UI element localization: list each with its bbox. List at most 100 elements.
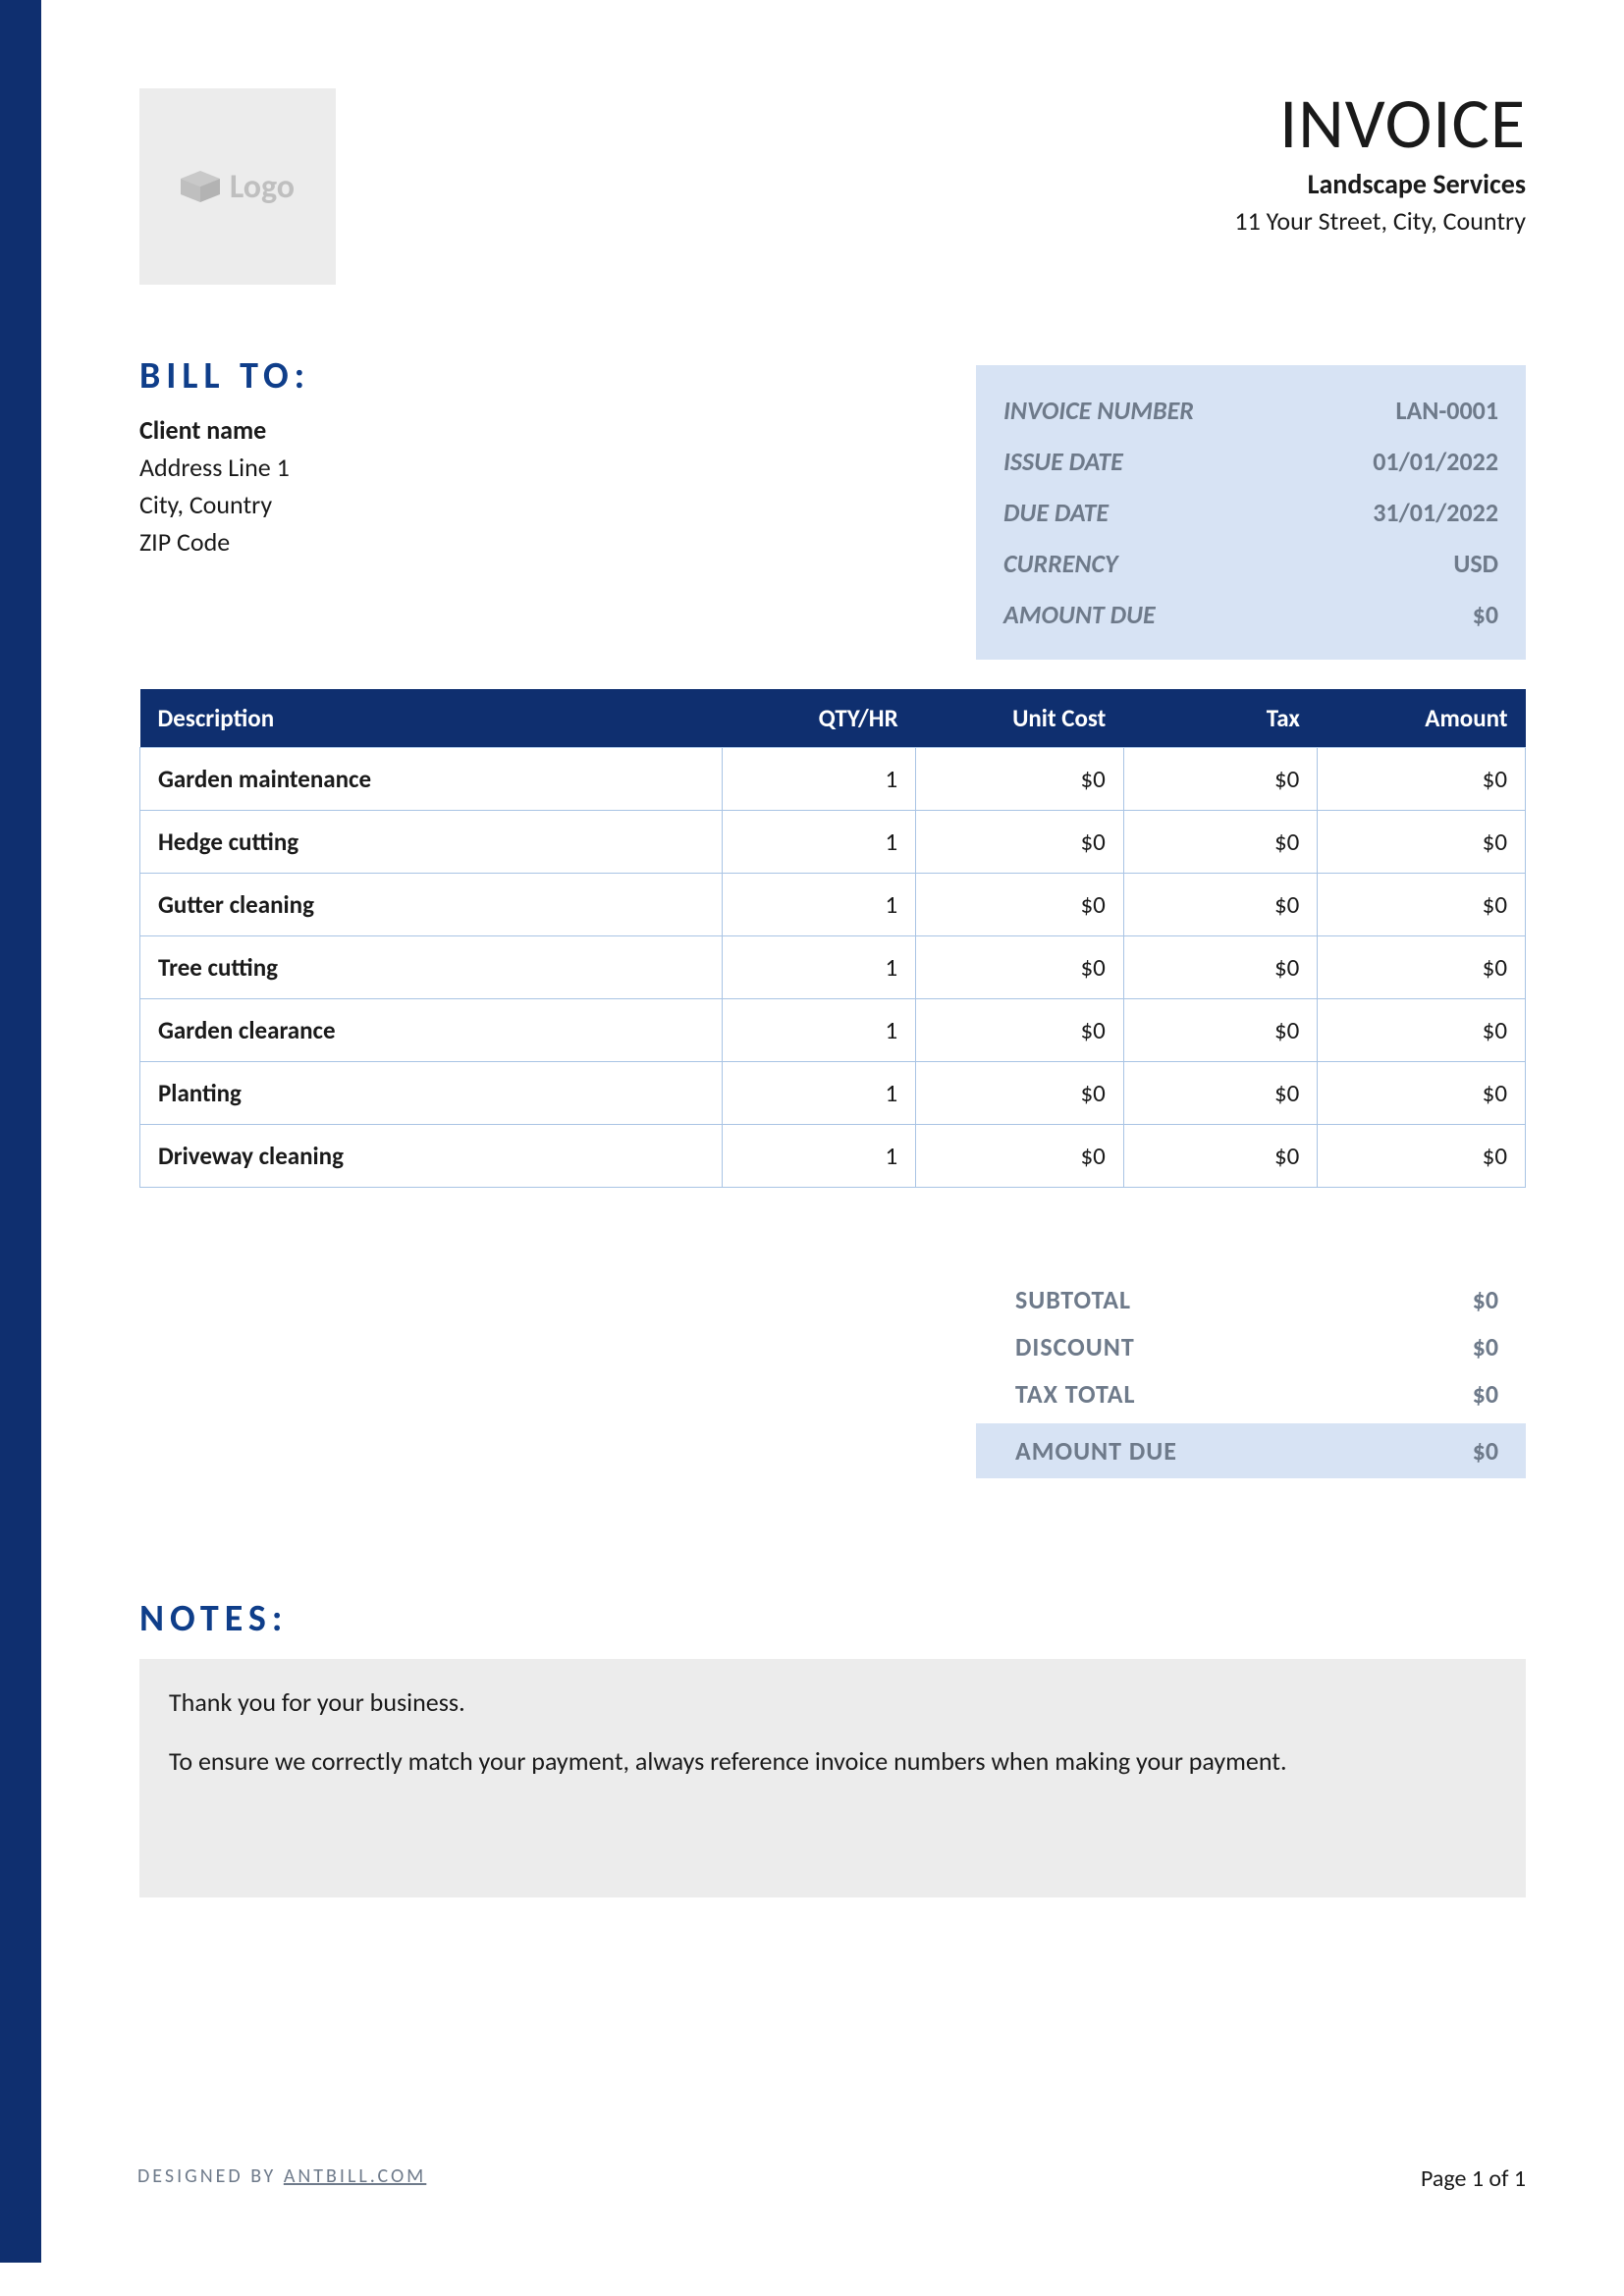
meta-value: 01/01/2022 — [1373, 446, 1498, 477]
designed-by: DESIGNED BY ANTBILL.COM — [137, 2164, 426, 2193]
col-qty: QTY/HR — [722, 689, 916, 748]
cell-tax: $0 — [1123, 874, 1318, 936]
cell-desc: Gutter cleaning — [140, 874, 723, 936]
cell-amount: $0 — [1318, 874, 1526, 936]
invoice-meta-box: INVOICE NUMBER LAN-0001 ISSUE DATE 01/01/20… — [976, 365, 1526, 660]
cell-desc: Garden maintenance — [140, 748, 723, 811]
client-address-line: ZIP Code — [139, 526, 310, 558]
table-row: Garden clearance1$0$0$0 — [140, 999, 1526, 1062]
cell-qty: 1 — [722, 748, 916, 811]
cell-desc: Garden clearance — [140, 999, 723, 1062]
notes-paragraph: Thank you for your business. — [169, 1684, 1496, 1722]
bill-to-heading: BILL TO: — [139, 353, 310, 399]
meta-value: LAN-0001 — [1395, 395, 1498, 426]
invoice-page: Logo INVOICE Landscape Services 11 Your … — [41, 0, 1624, 2296]
cell-amount: $0 — [1318, 748, 1526, 811]
totals-value: $0 — [1473, 1331, 1498, 1362]
cell-tax: $0 — [1123, 1125, 1318, 1188]
client-address-line: City, Country — [139, 489, 310, 520]
cell-unit: $0 — [916, 1125, 1124, 1188]
cell-desc: Tree cutting — [140, 936, 723, 999]
meta-row: ISSUE DATE 01/01/2022 — [1003, 436, 1498, 487]
items-table: Description QTY/HR Unit Cost Tax Amount … — [139, 689, 1526, 1188]
company-address: 11 Your Street, City, Country — [1234, 205, 1526, 237]
bill-to-block: BILL TO: Client name Address Line 1 City… — [139, 353, 310, 558]
totals-value: $0 — [1473, 1378, 1498, 1410]
amount-due-row: AMOUNT DUE $0 — [976, 1423, 1526, 1478]
table-row: Tree cutting1$0$0$0 — [140, 936, 1526, 999]
cell-tax: $0 — [1123, 748, 1318, 811]
table-row: Hedge cutting1$0$0$0 — [140, 811, 1526, 874]
cell-tax: $0 — [1123, 936, 1318, 999]
notes-heading: NOTES: — [139, 1596, 1526, 1641]
cell-desc: Driveway cleaning — [140, 1125, 723, 1188]
table-row: Driveway cleaning1$0$0$0 — [140, 1125, 1526, 1188]
col-tax: Tax — [1123, 689, 1318, 748]
cell-amount: $0 — [1318, 936, 1526, 999]
amount-due-label: AMOUNT DUE — [1015, 1435, 1177, 1467]
cell-unit: $0 — [916, 874, 1124, 936]
meta-label: DUE DATE — [1003, 497, 1109, 528]
cell-qty: 1 — [722, 1125, 916, 1188]
amount-due-value: $0 — [1473, 1435, 1498, 1467]
cell-amount: $0 — [1318, 999, 1526, 1062]
client-name: Client name — [139, 414, 310, 446]
billing-meta-row: BILL TO: Client name Address Line 1 City… — [139, 353, 1526, 660]
totals-row: TAX TOTAL $0 — [976, 1370, 1526, 1417]
meta-value: $0 — [1473, 599, 1498, 630]
col-amount: Amount — [1318, 689, 1526, 748]
cell-unit: $0 — [916, 999, 1124, 1062]
meta-row: INVOICE NUMBER LAN-0001 — [1003, 385, 1498, 436]
client-address-line: Address Line 1 — [139, 452, 310, 483]
cell-desc: Planting — [140, 1062, 723, 1125]
logo-placeholder: Logo — [139, 88, 336, 285]
meta-value: 31/01/2022 — [1373, 497, 1498, 528]
meta-row: CURRENCY USD — [1003, 538, 1498, 589]
page-number: Page 1 of 1 — [1421, 2164, 1526, 2193]
totals-value: $0 — [1473, 1284, 1498, 1315]
cell-tax: $0 — [1123, 811, 1318, 874]
meta-label: AMOUNT DUE — [1003, 599, 1156, 630]
cell-unit: $0 — [916, 936, 1124, 999]
cell-amount: $0 — [1318, 1125, 1526, 1188]
totals-block: SUBTOTAL$0DISCOUNT$0TAX TOTAL$0AMOUNT DU… — [976, 1276, 1526, 1478]
cube-icon — [181, 171, 220, 202]
cell-qty: 1 — [722, 936, 916, 999]
items-table-head: Description QTY/HR Unit Cost Tax Amount — [140, 689, 1526, 748]
table-row: Planting1$0$0$0 — [140, 1062, 1526, 1125]
meta-label: ISSUE DATE — [1003, 446, 1123, 477]
table-row: Gutter cleaning1$0$0$0 — [140, 874, 1526, 936]
totals-row: SUBTOTAL $0 — [976, 1276, 1526, 1323]
designed-by-link[interactable]: ANTBILL.COM — [284, 2164, 426, 2188]
totals-row: DISCOUNT $0 — [976, 1323, 1526, 1370]
cell-unit: $0 — [916, 748, 1124, 811]
cell-desc: Hedge cutting — [140, 811, 723, 874]
meta-label: INVOICE NUMBER — [1003, 395, 1194, 426]
totals-label: TAX TOTAL — [1015, 1378, 1136, 1410]
meta-value: USD — [1453, 548, 1498, 579]
meta-row: DUE DATE 31/01/2022 — [1003, 487, 1498, 538]
notes-paragraph: To ensure we correctly match your paymen… — [169, 1743, 1496, 1781]
cell-qty: 1 — [722, 999, 916, 1062]
meta-label: CURRENCY — [1003, 548, 1117, 579]
designed-by-prefix: DESIGNED BY — [137, 2164, 284, 2188]
header: Logo INVOICE Landscape Services 11 Your … — [139, 88, 1526, 285]
notes-box: Thank you for your business. To ensure we… — [139, 1659, 1526, 1897]
accent-bar — [0, 0, 41, 2263]
cell-tax: $0 — [1123, 999, 1318, 1062]
invoice-heading-block: INVOICE Landscape Services 11 Your Stree… — [1234, 88, 1526, 237]
company-name: Landscape Services — [1234, 167, 1526, 201]
cell-qty: 1 — [722, 874, 916, 936]
cell-amount: $0 — [1318, 811, 1526, 874]
meta-row: AMOUNT DUE $0 — [1003, 589, 1498, 640]
col-unit-cost: Unit Cost — [916, 689, 1124, 748]
totals-label: SUBTOTAL — [1015, 1284, 1131, 1315]
totals-label: DISCOUNT — [1015, 1331, 1135, 1362]
col-description: Description — [140, 689, 723, 748]
footer: DESIGNED BY ANTBILL.COM Page 1 of 1 — [137, 2164, 1526, 2193]
cell-tax: $0 — [1123, 1062, 1318, 1125]
items-table-body: Garden maintenance1$0$0$0Hedge cutting1$… — [140, 748, 1526, 1188]
table-row: Garden maintenance1$0$0$0 — [140, 748, 1526, 811]
cell-unit: $0 — [916, 811, 1124, 874]
cell-unit: $0 — [916, 1062, 1124, 1125]
